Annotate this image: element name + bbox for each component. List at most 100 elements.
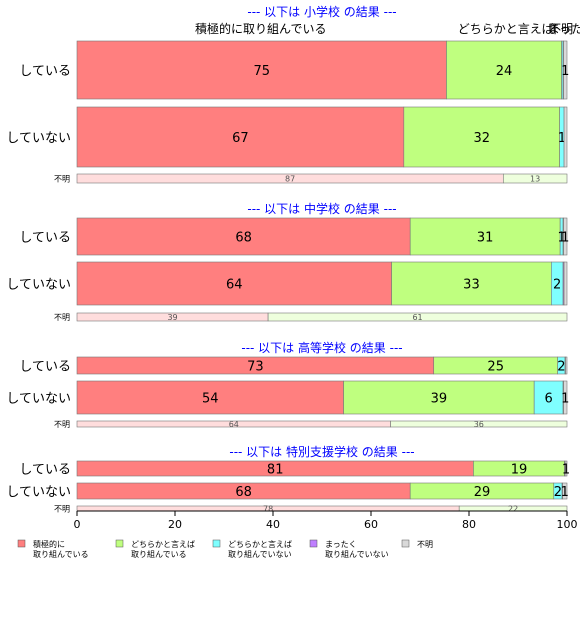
bar-segment	[391, 261, 552, 306]
x-tick-label: 100	[557, 518, 578, 531]
legend-swatch	[17, 539, 26, 548]
top-label-1: どちらかと言えば	[458, 22, 554, 36]
x-tick-label: 60	[364, 518, 378, 531]
bar-segment	[563, 217, 568, 256]
panel-3: --- 以下は 特別支援学校 の結果 --- している 81 19 1 していない 68 29…	[6, 444, 570, 514]
legend-label: 取り組んでいない	[325, 549, 389, 559]
row-label: 不明	[54, 505, 70, 514]
bar-row: 不明 39 61	[54, 312, 568, 322]
bar-row: している 73 25 2	[19, 356, 568, 375]
segment-label: 2	[557, 360, 565, 375]
bar-segment	[563, 40, 568, 100]
legend-swatch	[309, 539, 318, 548]
legend-label: 不明	[417, 540, 433, 549]
segment-label: 31	[477, 231, 494, 246]
bar-row: していない 68 29 21	[6, 482, 569, 500]
segment-label: 22	[508, 505, 518, 514]
segment-label: 67	[232, 131, 249, 146]
segment-label: 19	[511, 463, 528, 478]
segment-label: 33	[463, 278, 480, 293]
row-label: していない	[6, 131, 71, 146]
row-label: している	[19, 463, 71, 478]
segment-label: 68	[235, 485, 252, 500]
bar-row: していない 67 32 1	[6, 106, 568, 168]
legend-label: どちらかと言えば	[228, 539, 292, 549]
segment-label: 87	[285, 175, 295, 184]
top-label-3: まった	[548, 22, 580, 36]
row-label: していない	[6, 392, 71, 407]
bar-segment	[564, 460, 568, 477]
bar-segment	[563, 261, 568, 306]
panel-2: --- 以下は 高等学校 の結果 --- している 73 25 2 していない 54 39 6 1…	[6, 340, 569, 429]
top-label-0: 積極的に取り組んでいる	[195, 21, 326, 36]
bar-row: している 68 31 11	[19, 217, 569, 256]
segment-label: 64	[229, 420, 239, 429]
segment-label: 78	[263, 505, 273, 514]
segment-label: 13	[530, 175, 540, 184]
segment-label: 32	[473, 131, 490, 146]
bar-segment	[76, 40, 447, 100]
segment-label: 2	[553, 278, 561, 293]
bar-row: していない 64 33 2	[6, 261, 568, 306]
bar-row: 不明 87 13	[54, 173, 568, 184]
bar-row: 不明 64 36	[54, 420, 568, 429]
segment-label: 73	[247, 360, 264, 375]
bar-segment	[76, 380, 344, 415]
panel-1: --- 以下は 中学校 の結果 --- している 68 31 11 していない 64 33 2 不…	[6, 201, 569, 322]
bar-segment	[563, 380, 568, 415]
row-label: していない	[6, 278, 71, 293]
row-label: している	[19, 360, 71, 375]
row-label: している	[19, 231, 71, 246]
panel-header: --- 以下は 中学校 の結果 ---	[247, 201, 396, 216]
x-tick-label: 80	[462, 518, 476, 531]
bar-row: 不明 78 22	[54, 505, 568, 514]
segment-label: 1	[557, 231, 565, 246]
bar-segment	[267, 312, 568, 322]
legend-swatch	[212, 539, 221, 548]
segment-label: 54	[202, 392, 219, 407]
segment-label: 61	[412, 313, 422, 322]
bar-segment	[76, 106, 405, 168]
segment-label: 1	[561, 64, 569, 79]
bar-segment	[563, 106, 568, 168]
legend-swatch	[401, 539, 410, 548]
top-label-2: 不明	[549, 22, 573, 36]
segment-label: 1	[558, 131, 566, 146]
bar-segment	[403, 106, 560, 168]
legend-item-4: 不明	[401, 539, 433, 549]
row-label: している	[19, 64, 71, 79]
legend-swatch	[115, 539, 124, 548]
legend-item-0: 積極的に取り組んでいる	[17, 539, 89, 559]
row-label: 不明	[54, 420, 70, 429]
panel-header: --- 以下は 小学校 の結果 ---	[247, 4, 396, 19]
panel-header: --- 以下は 特別支援学校 の結果 ---	[229, 444, 414, 459]
x-tick-label: 20	[168, 518, 182, 531]
bar-segment	[76, 261, 392, 306]
panel-header: --- 以下は 高等学校 の結果 ---	[241, 340, 402, 355]
segment-label: 39	[167, 313, 177, 322]
legend-label: 積極的に	[33, 539, 65, 549]
x-tick-label: 0	[74, 518, 81, 531]
panel-0: --- 以下は 小学校 の結果 --- している 75 24 1 していない 67 32 1 不明…	[6, 4, 569, 184]
bar-segment	[446, 40, 562, 100]
row-label: していない	[6, 485, 71, 500]
segment-label: 36	[474, 420, 484, 429]
legend-label: 取り組んでいない	[228, 549, 292, 559]
segment-label: 24	[496, 64, 513, 79]
bar-segment	[390, 420, 568, 428]
segment-label: 1	[561, 231, 569, 246]
segment-label: 1	[561, 392, 569, 407]
segment-label: 68	[235, 231, 252, 246]
segment-label: 75	[253, 64, 270, 79]
bar-segment	[565, 356, 568, 375]
segment-label: 1	[562, 463, 570, 478]
bar-segment	[343, 380, 535, 415]
bar-segment	[562, 482, 568, 500]
legend-label: 取り組んでいる	[33, 549, 89, 559]
segment-label: 39	[431, 392, 448, 407]
segment-label: 64	[226, 278, 243, 293]
